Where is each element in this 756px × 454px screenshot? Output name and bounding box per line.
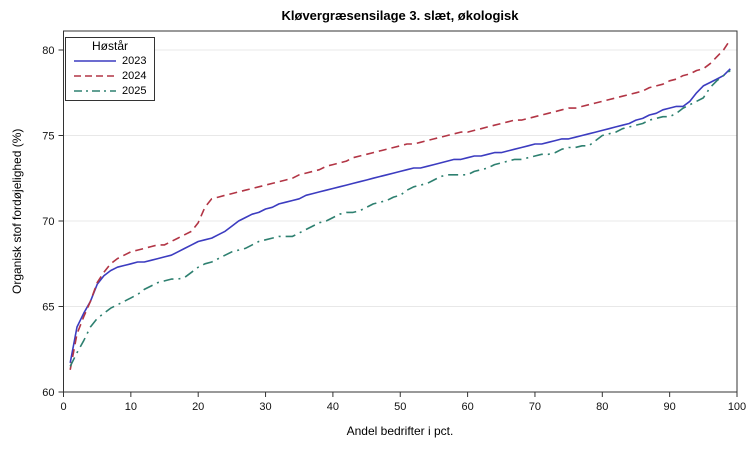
x-tick-label: 20 [192, 401, 204, 413]
legend-entry-label: 2025 [122, 84, 147, 97]
x-tick-label: 100 [728, 401, 746, 413]
series-line-2023 [69, 68, 731, 364]
legend-line-sample [74, 74, 116, 77]
x-tick-label: 50 [394, 401, 406, 413]
y-tick-label: 70 [42, 216, 54, 228]
x-tick-label: 60 [461, 401, 473, 413]
y-tick-label: 80 [42, 45, 54, 57]
legend-title: Høstår [92, 39, 128, 53]
y-tick-label: 65 [42, 302, 54, 314]
y-tick-label: 60 [42, 387, 54, 399]
x-axis-title: Andel bedrifter i pct. [346, 424, 454, 438]
x-tick-label: 40 [327, 401, 339, 413]
legend-entry: 2024 [66, 68, 154, 83]
x-tick-label: 0 [60, 401, 66, 413]
series-line-2025 [69, 69, 731, 367]
legend-entry: 2023 [66, 53, 154, 68]
legend-line-sample [74, 59, 116, 62]
x-tick-label: 70 [529, 401, 541, 413]
legend-entry-label: 2023 [122, 54, 147, 67]
y-tick-label: 75 [42, 131, 54, 143]
x-tick-label: 80 [596, 401, 608, 413]
x-tick-label: 90 [664, 401, 676, 413]
legend-entry-label: 2024 [122, 69, 147, 82]
plot-frame [63, 30, 738, 393]
x-tick-label: 30 [259, 401, 271, 413]
legend: Høstår 2023 2024 2025 [65, 37, 155, 101]
legend-entry: 2025 [66, 83, 154, 98]
legend-line-sample [74, 89, 116, 92]
series-line-2024 [69, 39, 731, 370]
chart-title: Kløvergræsensilage 3. slæt, økologisk [281, 8, 519, 23]
x-tick-label: 10 [125, 401, 137, 413]
